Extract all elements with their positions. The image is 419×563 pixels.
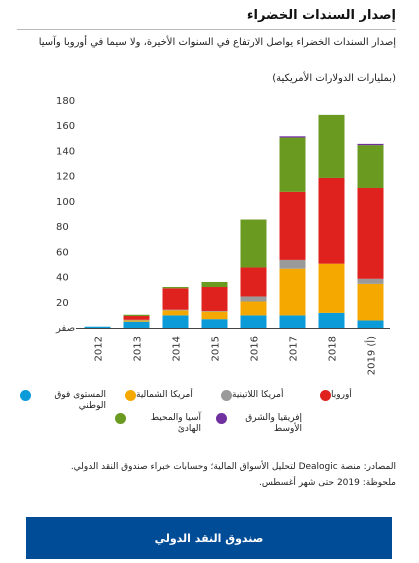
- legend-swatch: [125, 390, 136, 401]
- chart-units: (بمليارات الدولارات الأمريكية): [272, 73, 396, 84]
- x-tick-label: 2013: [133, 336, 144, 361]
- stacked-bar-chart: صفر 20 40 60 80 100 120 140 160 180 2012 2013 2014 20…: [55, 96, 390, 375]
- bar-segment: [279, 136, 306, 138]
- bar-segment: [162, 288, 189, 310]
- bar-segment: [240, 301, 267, 316]
- legend-label: المستوى فوق الوطني: [54, 390, 106, 411]
- chart-subtitle: إصدار السندات الخضراء يواصل الارتفاع في …: [38, 37, 396, 48]
- legend-swatch: [20, 390, 31, 401]
- y-tick-label: 80: [56, 222, 69, 233]
- bar-segment: [318, 177, 345, 264]
- bar-segment: [162, 309, 189, 311]
- bar-segment: [201, 311, 228, 320]
- bar-segment: [357, 145, 384, 189]
- bar-segment: [123, 316, 150, 320]
- legend-label: أمريكا الشمالية: [136, 390, 193, 400]
- legend-item: أمريكا اللاتينية: [217, 390, 302, 401]
- bar-segment: [201, 287, 228, 311]
- legend-swatch: [320, 390, 331, 401]
- bar-segment: [318, 263, 345, 313]
- y-tick-label: 60: [56, 247, 69, 258]
- y-tick-label: صفر: [55, 323, 75, 334]
- x-tick-label: 2018: [328, 336, 339, 361]
- legend-label: أمريكا اللاتينية: [232, 390, 284, 400]
- bar-segment: [357, 188, 384, 279]
- legend-label: آسيا والمحيط الهادئ: [150, 413, 201, 434]
- x-tick-label: 2019 (أ): [365, 336, 378, 375]
- bar-segment: [162, 287, 189, 289]
- bar-segment: [201, 319, 228, 328]
- bar-segment: [279, 191, 306, 260]
- x-tick-label: 2012: [94, 336, 105, 361]
- legend-swatch: [216, 413, 227, 424]
- bar-segment: [201, 281, 228, 288]
- bar-segment: [318, 114, 345, 178]
- bar-segment: [279, 268, 306, 316]
- bar-segment: [240, 296, 267, 302]
- bar-segment: [279, 137, 306, 192]
- bar-segment: [84, 326, 111, 328]
- x-tick-label: 2016: [250, 336, 261, 361]
- y-tick-label: 180: [56, 96, 75, 107]
- chart-title: إصدار السندات الخضراء: [246, 8, 396, 23]
- bar-segment: [240, 219, 267, 268]
- x-tick-label: 2017: [289, 336, 300, 361]
- bar-segment: [318, 312, 345, 328]
- bar-segment: [123, 320, 150, 322]
- bar-segment: [123, 319, 150, 321]
- bar-segment: [279, 315, 306, 328]
- bar-segment: [240, 315, 267, 328]
- bar-segment: [201, 310, 228, 312]
- y-tick-label: 120: [56, 172, 75, 183]
- chart-source: المصادر: منصة Dealogic لتحليل الأسواق ال…: [70, 462, 396, 472]
- legend-swatch: [115, 413, 126, 424]
- bar-segment: [279, 259, 306, 269]
- legend-item: أمريكا الشمالية: [121, 390, 201, 401]
- brand-bar[interactable]: صندوق النقد الدولي: [26, 517, 392, 559]
- y-tick-label: 160: [56, 121, 75, 132]
- brand-name: صندوق النقد الدولي: [154, 531, 264, 545]
- bar-segment: [123, 314, 150, 317]
- x-tick-label: 2015: [211, 336, 222, 361]
- bar-segment: [240, 267, 267, 297]
- bar-segment: [162, 310, 189, 316]
- bar-segment: [162, 315, 189, 328]
- legend-item: إفريقيا والشرق الأوسط: [212, 413, 302, 435]
- y-tick-label: 140: [56, 146, 75, 157]
- bar-segment: [357, 320, 384, 328]
- x-tick-label: 2014: [172, 336, 183, 361]
- y-tick-label: 100: [56, 197, 75, 208]
- legend-label: إفريقيا والشرق الأوسط: [245, 413, 302, 434]
- title-divider: [17, 29, 396, 30]
- y-tick-label: 20: [56, 298, 69, 309]
- bar-segment: [357, 283, 384, 321]
- bar-segment: [357, 143, 384, 146]
- chart-note: ملحوظة: 2019 حتى شهر أغسطس.: [258, 478, 396, 488]
- legend-swatch: [221, 390, 232, 401]
- bar-segment: [123, 321, 150, 328]
- legend-label: أوروبا: [331, 390, 352, 400]
- y-tick-label: 40: [56, 273, 69, 284]
- bar-segment: [357, 278, 384, 284]
- legend-item: المستوى فوق الوطني: [16, 390, 106, 412]
- legend-item: آسيا والمحيط الهادئ: [111, 413, 201, 435]
- legend-item: أوروبا: [316, 390, 396, 401]
